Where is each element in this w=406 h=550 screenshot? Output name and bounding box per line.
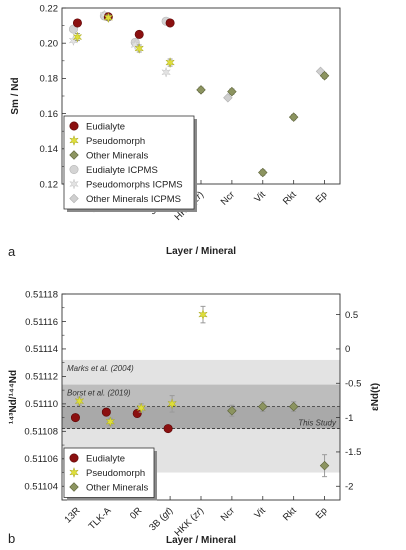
legend-symbol-oth-icp	[69, 193, 79, 204]
band-label: Marks et al. (2004)	[67, 364, 134, 373]
data-point-eud	[165, 18, 175, 28]
data-point-pse	[103, 12, 114, 24]
data-point-pse	[167, 398, 177, 410]
y-axis-label: Sm / Nd	[10, 77, 21, 114]
data-point-pse	[105, 416, 116, 428]
x-tick-label: Rkt	[281, 505, 299, 523]
data-point-oth	[258, 167, 268, 178]
legend-label: Eudialyte ICPMS	[86, 165, 158, 176]
legend-symbol-oth	[69, 482, 79, 492]
data-point-oth	[288, 401, 299, 412]
data-point-eud	[134, 29, 144, 39]
x-tick-label: Rkt	[281, 189, 299, 207]
legend-symbol-pse-icp	[69, 178, 79, 190]
x-tick-label: HKK (zr)	[173, 505, 207, 539]
legend-symbol-eud-icp	[69, 165, 79, 175]
x-tick-label: 0R	[128, 505, 144, 521]
legend-box	[63, 115, 195, 210]
y-tick-label: 0.51114	[25, 344, 58, 355]
data-point-pse-icp	[161, 66, 171, 78]
data-point-oth	[258, 401, 268, 412]
data-point-eud	[72, 18, 82, 28]
data-point-pse	[165, 56, 175, 69]
y-tick-label: 0.51108	[24, 427, 58, 438]
x-tick-label: Ncr	[219, 189, 237, 207]
legend-label: Other Minerals	[86, 482, 149, 493]
data-point-pse-icp	[130, 39, 141, 51]
x-tick-label: Ncr	[219, 505, 237, 523]
data-point-pse	[136, 402, 147, 414]
y-tick-label: 0.51110	[25, 399, 58, 410]
legend-box	[63, 447, 155, 498]
y-tick-label: 0.51106	[24, 454, 58, 465]
panel-label-a: a	[8, 244, 16, 259]
x-axis-label: Layer / Mineral	[166, 535, 236, 546]
data-point-pse	[198, 308, 208, 321]
reference-band	[62, 406, 340, 429]
y-tick-label: 0.51104	[24, 482, 58, 493]
x-tick-label: 13R	[62, 505, 82, 525]
data-point-oth	[319, 460, 330, 471]
y-tick-label: 0.14	[40, 144, 59, 155]
y-tick-label: 0.16	[40, 109, 59, 120]
y2-axis-label: εNd(t)	[370, 383, 381, 411]
data-point-pse	[72, 31, 83, 43]
band-label: This Study	[298, 419, 337, 428]
y2-tick-label: -1	[345, 413, 353, 424]
data-point-eud	[132, 408, 142, 418]
panel-b-nd-isotope-chart: Marks et al. (2004) Borst et al. (2019) Th…	[8, 289, 381, 546]
legend-label: Other Minerals	[86, 150, 149, 161]
x-tick-label: TLK-A	[87, 505, 114, 532]
legend-label: Pseudomorph	[86, 136, 145, 147]
data-point-oth	[319, 71, 330, 81]
data-point-eud	[163, 424, 173, 434]
legend-symbol-eud	[69, 121, 79, 131]
y-tick-label: 0.51116	[25, 317, 58, 328]
legend-symbol-oth	[69, 150, 79, 160]
y-axis-label: ¹⁴³Nd/¹⁴⁴Nd	[8, 370, 19, 424]
y-tick-label: 0.22	[40, 3, 59, 14]
legend-label: Eudialyte	[86, 453, 125, 464]
y-tick-label: 0.12	[40, 179, 59, 190]
legend-symbol-pse	[69, 134, 79, 147]
legend-label: Eudialyte	[86, 121, 125, 132]
y-tick-label: 0.20	[40, 39, 59, 50]
legend-symbol-eud	[69, 453, 79, 463]
y-tick-label: 0.18	[40, 74, 59, 85]
y2-tick-label: -1.5	[345, 447, 361, 458]
x-tick-label: 3B (gt)	[147, 505, 175, 533]
legend-symbol-pse	[69, 466, 79, 479]
y2-tick-label: 0.5	[345, 310, 358, 321]
legend-label: Pseudomorph	[86, 468, 145, 479]
x-tick-label: Vit	[252, 505, 268, 521]
y2-tick-label: -0.5	[345, 379, 361, 390]
data-point-eud	[70, 413, 80, 423]
data-point-pse	[134, 42, 145, 55]
x-axis-label: Layer / Mineral	[166, 246, 236, 257]
data-point-pse	[74, 395, 85, 407]
x-tick-label: Ep	[314, 505, 330, 521]
data-point-oth	[196, 85, 206, 95]
data-point-oth-icp	[223, 93, 233, 103]
y2-tick-label: -2	[345, 482, 353, 493]
y-tick-label: 0.51118	[25, 289, 58, 300]
x-tick-label: Ep	[314, 189, 330, 205]
y-tick-label: 0.51112	[25, 372, 58, 383]
panel-label-b: b	[8, 531, 15, 546]
y2-tick-label: 0	[345, 344, 350, 355]
data-point-oth	[227, 406, 237, 416]
legend-label: Pseudomorphs ICPMS	[86, 179, 183, 190]
data-point-eud	[101, 407, 111, 417]
band-label: Borst et al. (2019)	[67, 389, 131, 398]
x-tick-label: Vit	[252, 189, 268, 205]
legend-label: Other Minerals ICPMS	[86, 194, 181, 205]
data-point-oth	[227, 86, 237, 97]
data-point-oth	[288, 112, 299, 122]
